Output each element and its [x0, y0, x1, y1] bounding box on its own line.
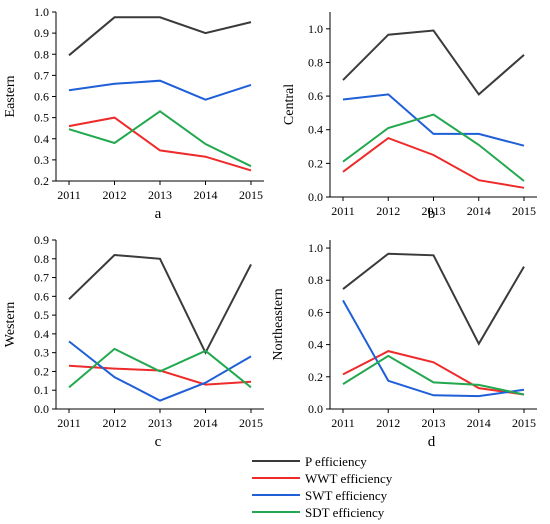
x-tick-label: 2011	[57, 188, 81, 202]
series-line-wwt	[342, 136, 525, 189]
y-tick-label: 0.1	[34, 383, 49, 397]
panel-label: d	[428, 434, 436, 450]
panel-label: a	[155, 206, 162, 222]
x-tick-label: 2011	[331, 416, 355, 430]
y-tick-label: 0.7	[34, 271, 49, 285]
series-line-wwt	[68, 364, 252, 386]
y-axis-label: Eastern	[3, 76, 18, 118]
y-tick-label: 0.4	[308, 123, 323, 137]
x-tick-label: 2015	[512, 204, 536, 218]
y-tick-label: 0.5	[34, 111, 49, 125]
y-axis-label: Central	[282, 84, 297, 125]
series-line-swt	[342, 299, 525, 398]
legend-label: SWT efficiency	[305, 488, 388, 503]
y-tick-label: 1.0	[34, 5, 49, 19]
x-tick-label: 2015	[239, 416, 263, 430]
y-tick-label: 0.8	[34, 47, 49, 61]
x-tick-label: 2012	[376, 416, 400, 430]
series-line-sdt	[68, 347, 252, 389]
y-tick-label: 0.8	[34, 252, 49, 266]
y-tick-label: 0.6	[34, 289, 49, 303]
legend: P efficiency WWT efficiency SWT efficiency…	[252, 454, 393, 520]
y-tick-label: 0.3	[34, 346, 49, 360]
x-tick-label: 2012	[103, 188, 127, 202]
panel-d: 0.0 0.2 0.4 0.6 0.8 1.0 2011 2012 2013 2014 2015 No…	[271, 240, 537, 450]
y-tick-label: 0.0	[308, 190, 323, 204]
y-tick-label: 0.7	[34, 68, 49, 82]
series-line-swt	[68, 340, 252, 402]
series-line-sdt	[68, 110, 252, 168]
x-tick-label: 2015	[239, 188, 263, 202]
series-line-swt	[68, 79, 252, 101]
series-line-sdt	[342, 113, 525, 182]
x-tick-label: 2013	[148, 416, 172, 430]
series-line-wwt	[68, 116, 252, 172]
y-axis-label: Northeastern	[271, 288, 286, 360]
x-tick-label: 2015	[512, 416, 536, 430]
y-tick-label: 0.0	[308, 402, 323, 416]
x-tick-label: 2013	[148, 188, 172, 202]
x-tick-label: 2012	[103, 416, 127, 430]
series-line-swt	[342, 93, 525, 147]
y-tick-label: 1.0	[308, 22, 323, 36]
y-tick-label: 0.4	[34, 327, 49, 341]
x-tick-label: 2014	[467, 416, 491, 430]
legend-label: WWT efficiency	[305, 471, 393, 486]
y-tick-label: 0.6	[308, 89, 323, 103]
series-line-p	[68, 253, 252, 355]
y-axis-label: Western	[3, 302, 18, 348]
series-line-p	[342, 29, 525, 96]
y-tick-label: 0.8	[308, 273, 323, 287]
series-line-p	[68, 16, 252, 57]
series-line-p	[342, 252, 525, 346]
y-tick-label: 0.9	[34, 233, 49, 247]
y-tick-label: 0.8	[308, 55, 323, 69]
y-tick-label: 0.2	[308, 156, 323, 170]
y-tick-label: 0.4	[34, 132, 49, 146]
panel-c: 0.0 0.1 0.2 0.3 0.4 0.5 0.6 0.7 0.8 0.9 2011 2012 20…	[3, 233, 264, 450]
series-line-sdt	[342, 354, 525, 396]
legend-label: P efficiency	[305, 454, 367, 469]
legend-label: SDT efficiency	[305, 505, 385, 520]
panel-label: b	[428, 206, 436, 222]
y-tick-label: 0.3	[34, 153, 49, 167]
x-tick-label: 2011	[57, 416, 81, 430]
x-tick-label: 2014	[467, 204, 491, 218]
panel-label: c	[155, 434, 162, 450]
y-tick-label: 0.9	[34, 26, 49, 40]
y-tick-label: 0.2	[34, 174, 49, 188]
series-line-wwt	[342, 350, 525, 396]
panel-a: 0.2 0.3 0.4 0.5 0.6 0.7 0.8 0.9 1.0 2011 2012 2013 2…	[3, 5, 264, 222]
x-tick-label: 2013	[422, 416, 446, 430]
y-tick-label: 0.6	[308, 305, 323, 319]
x-tick-label: 2011	[331, 204, 355, 218]
y-tick-label: 0.0	[34, 402, 49, 416]
y-tick-label: 0.6	[34, 90, 49, 104]
x-tick-label: 2014	[194, 188, 218, 202]
x-tick-label: 2014	[194, 416, 218, 430]
panel-b: 0.0 0.2 0.4 0.6 0.8 1.0 2011 2012 2013 2014 2015 Ce…	[282, 12, 537, 222]
y-tick-label: 0.4	[308, 338, 323, 352]
y-tick-label: 1.0	[308, 241, 323, 255]
x-tick-label: 2013	[422, 204, 446, 218]
y-tick-label: 0.2	[308, 370, 323, 384]
x-tick-label: 2012	[376, 204, 400, 218]
y-tick-label: 0.5	[34, 308, 49, 322]
y-tick-label: 0.2	[34, 364, 49, 378]
